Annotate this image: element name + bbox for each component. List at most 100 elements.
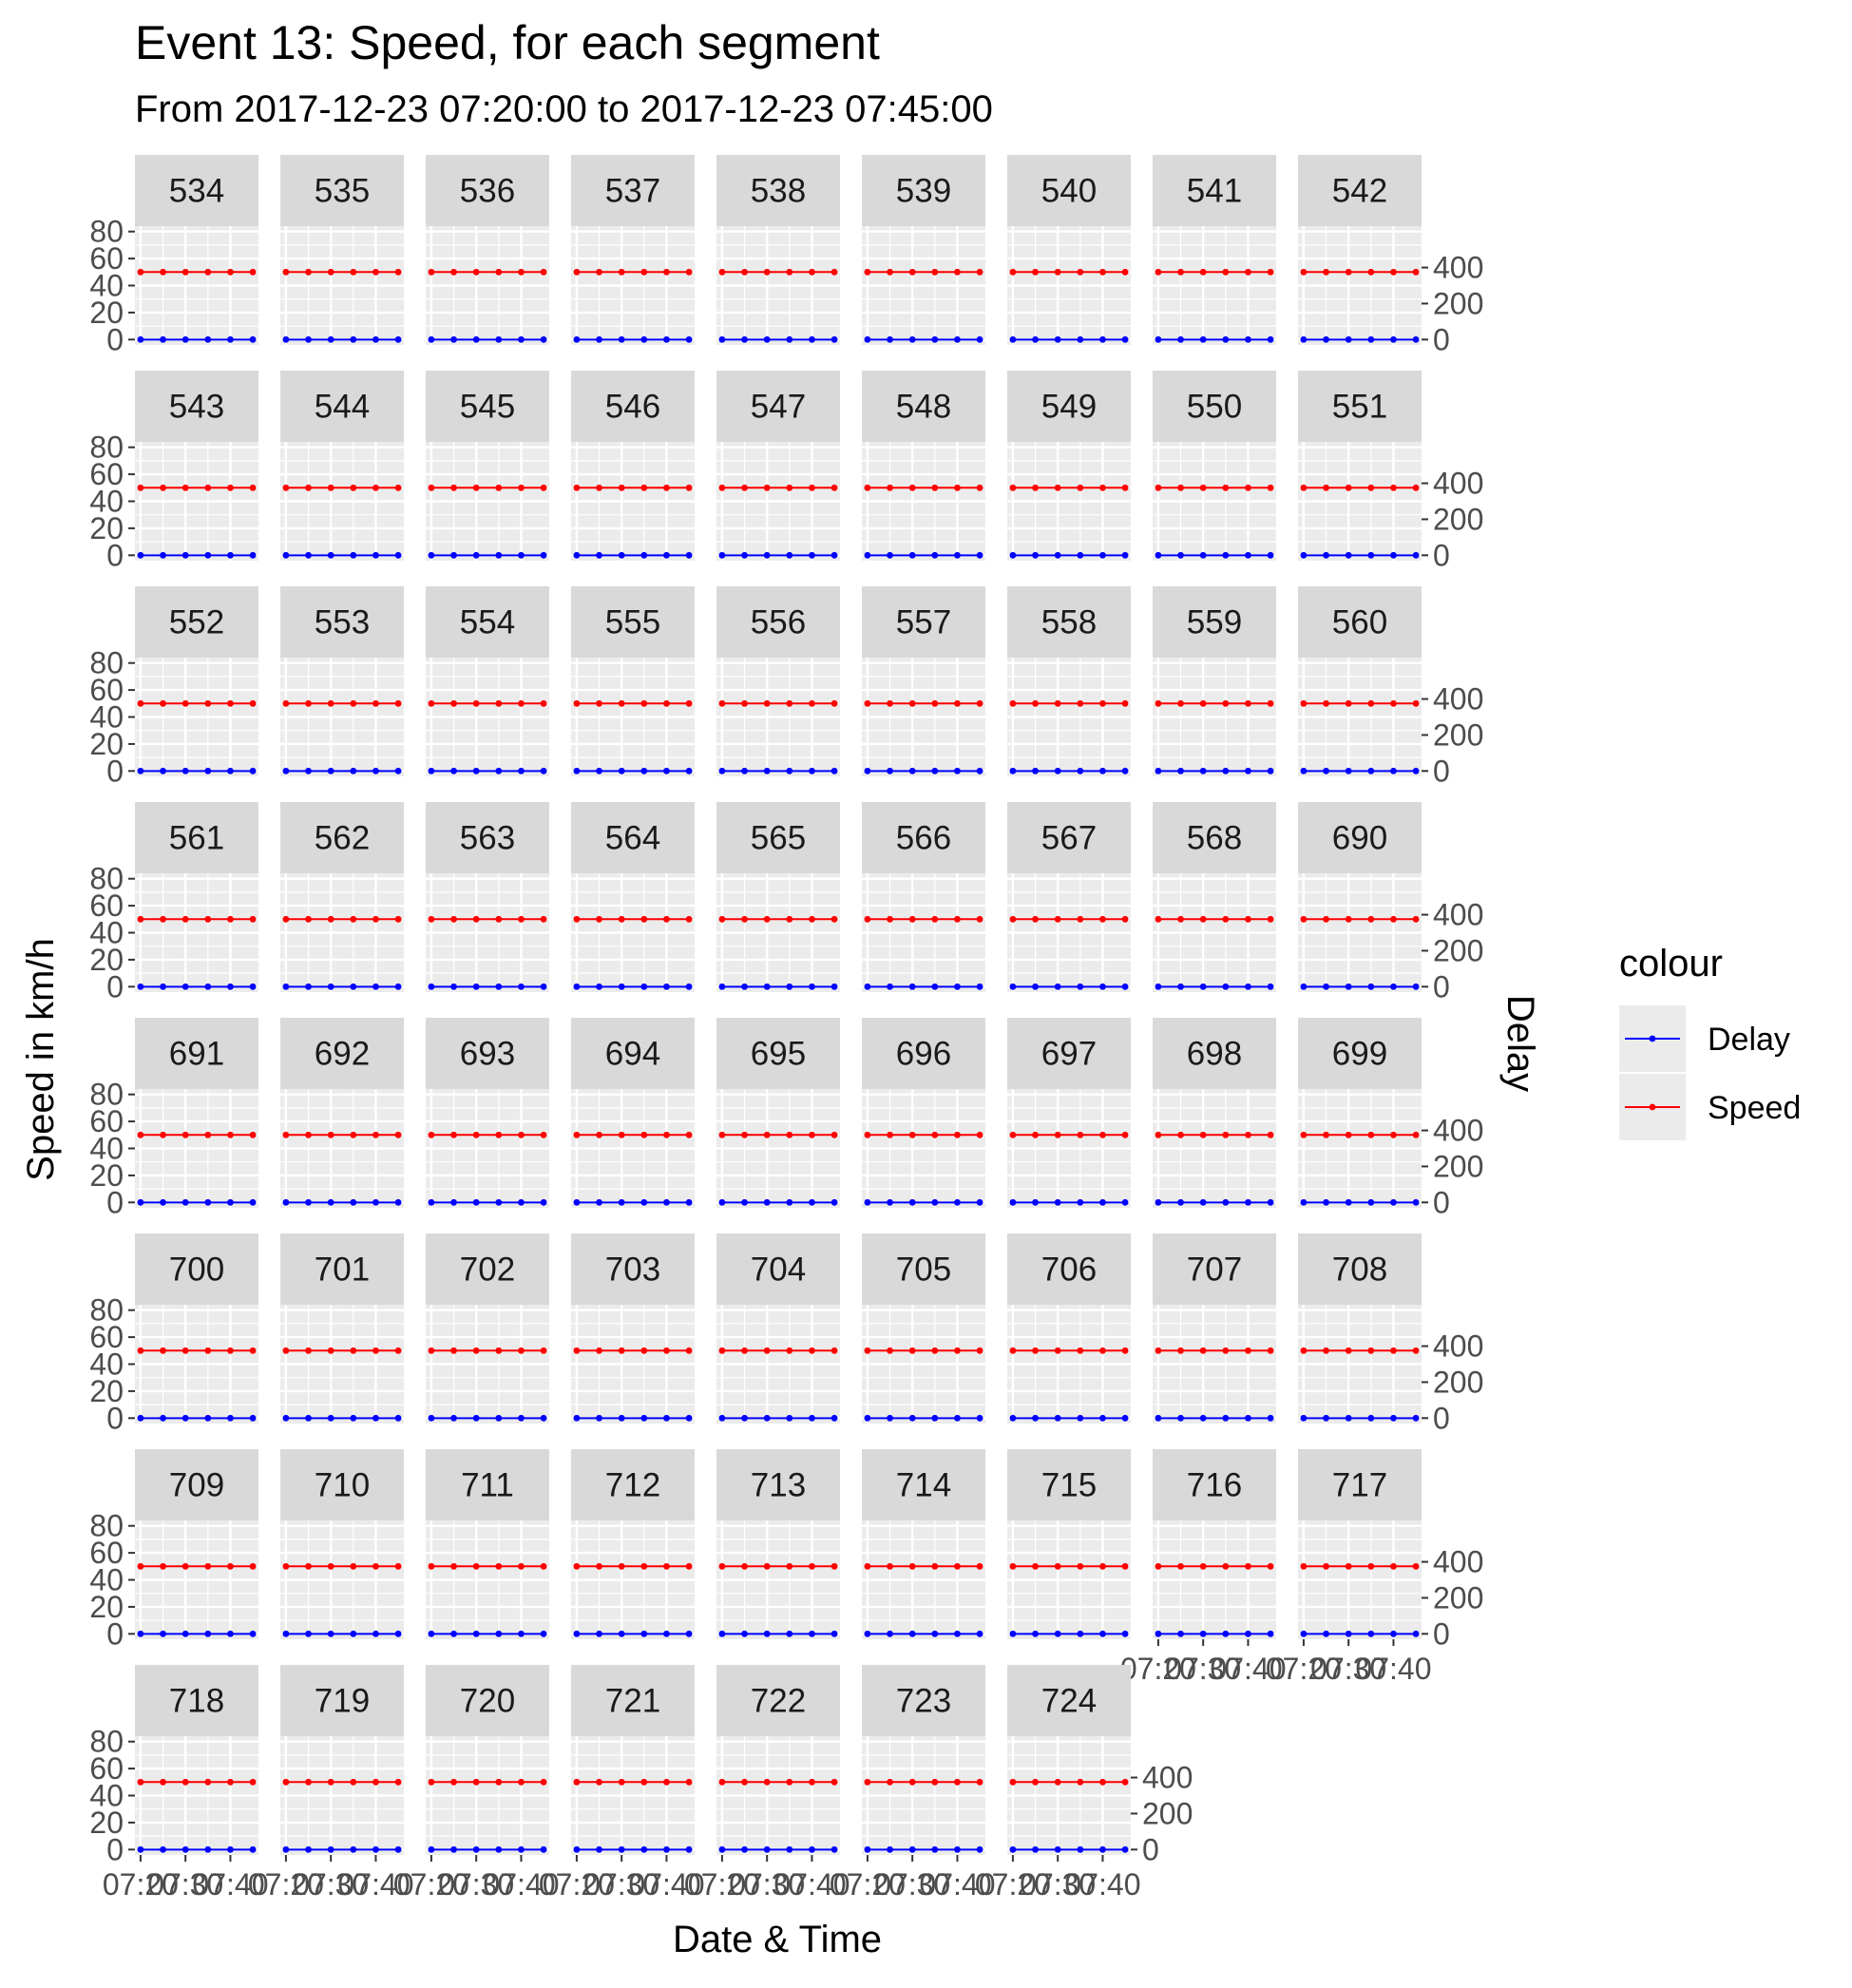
series-point [1390,1347,1397,1354]
series-point [685,1414,693,1422]
y-axis-title: Speed in km/h [20,938,62,1181]
series-point [1222,551,1230,559]
facet-strip-label: 556 [751,604,806,641]
series-point [495,1630,503,1637]
y-tick-label: 60 [89,1104,124,1138]
series-point [763,551,771,559]
series-point [596,915,602,923]
facet-strip-label: 534 [169,173,224,210]
y2-axis-title: Delay [1499,995,1541,1092]
series-point [685,983,693,990]
series-point [518,484,525,491]
facet-strip [1153,371,1276,442]
series-point [1009,1562,1017,1570]
series-point [137,1778,144,1786]
series-point [450,1630,457,1637]
series-point [954,983,961,990]
series-point [1032,1414,1039,1422]
series-point [495,983,503,990]
series-point [718,335,726,343]
facet-strip [1007,1233,1131,1305]
series-point [327,1131,334,1138]
series-point [350,1414,357,1422]
series-point [976,1778,983,1786]
series-point [327,915,334,923]
y-tick-label: 20 [89,1806,124,1840]
series-point [495,1198,503,1206]
series-point [1155,1347,1162,1354]
series-point [1412,1630,1420,1637]
series-point [1032,1562,1039,1570]
series-point [305,1131,312,1138]
series-point [685,1198,693,1206]
series-point [931,1778,939,1786]
series-point [864,551,871,559]
series-point [1177,1414,1184,1422]
facet-strip-label: 551 [1332,389,1387,426]
y-tick-label: 60 [89,673,124,707]
facet-panel: 548 [862,371,985,561]
facet-strip [1007,802,1131,873]
x-tick-label: 07:40 [1064,1867,1140,1902]
y-tick-label: 80 [89,1509,124,1543]
series-point [1300,1414,1308,1422]
facet-strip-label: 721 [605,1683,660,1720]
facet-strip [716,1018,840,1089]
y2-tick-label: 200 [1142,1796,1193,1830]
series-point [763,268,771,276]
series-point [931,551,939,559]
series-point [1390,767,1397,774]
series-point [1345,1198,1352,1206]
series-point [718,699,726,707]
series-point [227,335,234,343]
facet-strip-label: 711 [461,1467,514,1504]
facet-panel: 705 [862,1233,985,1424]
series-point [540,1630,547,1637]
series-point [327,767,334,774]
series-point [1267,268,1274,276]
x-tick-label: 07:40 [773,1867,850,1902]
series-point [394,484,402,491]
series-point [428,767,435,774]
series-point [1222,335,1230,343]
y-tick-label: 60 [89,457,124,491]
facet-panel: 710 [280,1449,404,1639]
series-point [472,1414,480,1422]
series-point [809,551,815,559]
series-point [1267,915,1274,923]
series-point [685,1562,693,1570]
facet-strip [280,371,404,442]
series-point [1054,1562,1061,1570]
series-point [1390,1630,1397,1637]
series-point [350,1198,357,1206]
series-point [249,1630,257,1637]
facet-panel: 557 [862,586,985,776]
series-point [540,699,547,707]
facet-strip [716,1233,840,1305]
x-tick-label: 07:30 [438,1867,514,1902]
series-point [327,551,334,559]
series-point [1345,484,1352,491]
series-point [573,1630,581,1637]
series-point [204,1845,212,1853]
series-point [204,1778,212,1786]
facet-panel: 562 [280,802,404,992]
series-point [1345,335,1352,343]
series-point [1121,915,1129,923]
series-point [809,268,815,276]
series-point [573,551,581,559]
y-tick-label: 60 [89,241,124,276]
y-tick-label: 0 [106,1616,124,1651]
series-point [1245,1562,1251,1570]
series-point [1121,1778,1129,1786]
series-point [864,1131,871,1138]
series-point [618,1630,625,1637]
y2-tick-label: 0 [1433,1185,1450,1219]
facet-strip [862,1665,985,1736]
series-point [908,1630,916,1637]
series-point [327,1198,334,1206]
series-point [160,1131,166,1138]
